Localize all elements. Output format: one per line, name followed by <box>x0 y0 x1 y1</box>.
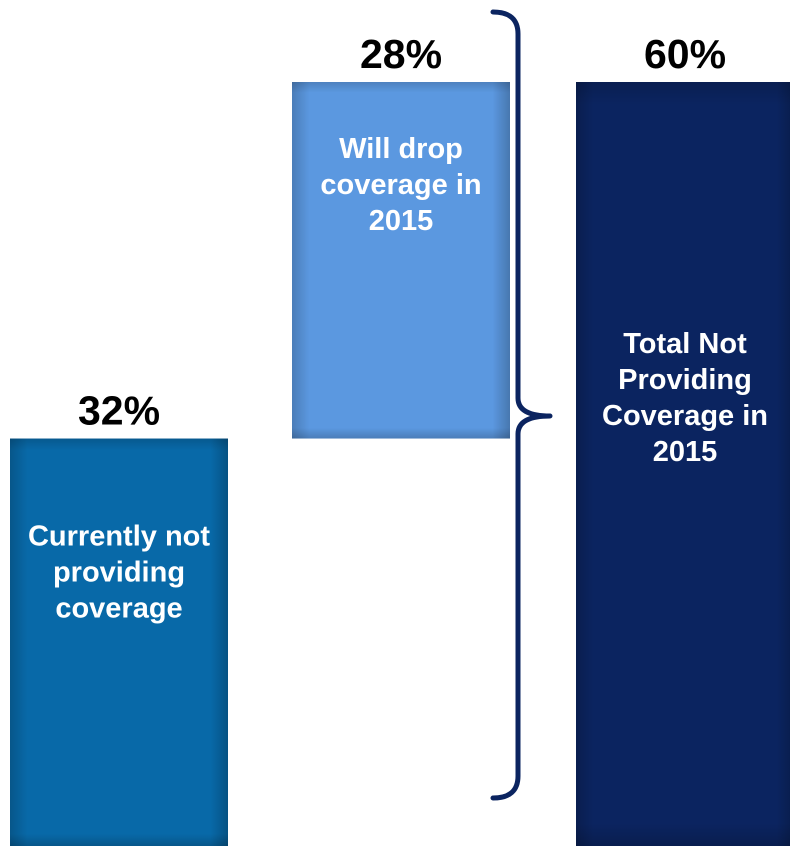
bar-3-shade-v <box>576 82 790 846</box>
bar-3-text-line: Coverage in <box>602 400 768 432</box>
bar-1-text-line: coverage <box>55 593 182 625</box>
bar-2-text-line: coverage in <box>320 169 481 201</box>
bar-2-text-line: 2015 <box>369 205 434 237</box>
bar-3-text-line: 2015 <box>653 436 718 468</box>
bracket <box>490 9 553 801</box>
bar-1-text-line: Currently not <box>28 521 210 553</box>
bar-2-value-label: 28% <box>360 31 442 77</box>
bar-1-text-line: providing <box>53 557 185 589</box>
bar-3-text-line: Total Not <box>623 328 747 360</box>
bar-3-value-label: 60% <box>644 31 726 77</box>
bar-1-value-label: 32% <box>78 388 160 434</box>
bar-1-shade-v <box>10 438 228 846</box>
bar-3-text-line: Providing <box>618 364 752 396</box>
bar-2-text-line: Will drop <box>339 133 463 165</box>
bar-2-shade-v <box>292 82 510 439</box>
